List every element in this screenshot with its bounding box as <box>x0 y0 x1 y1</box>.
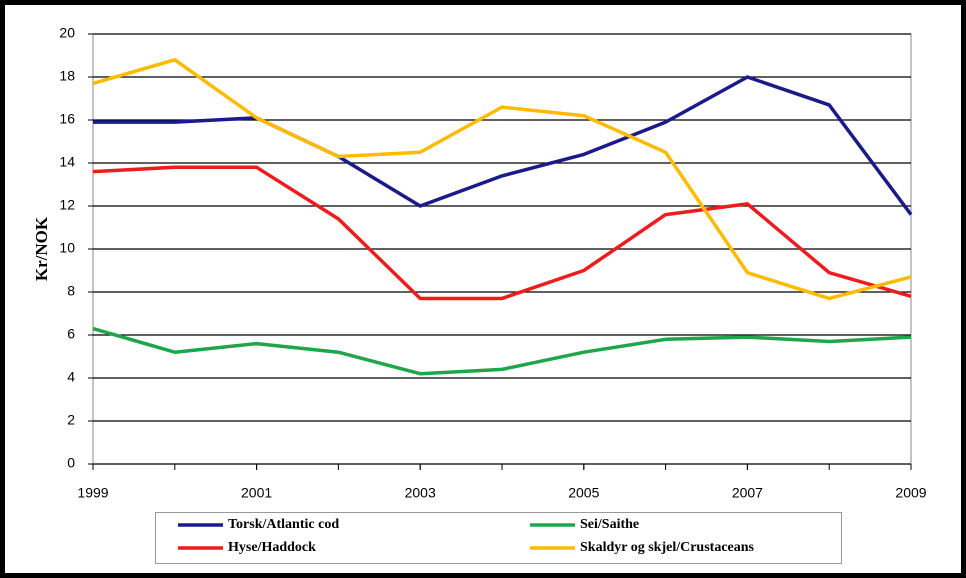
x-tick-label: 2003 <box>405 485 436 501</box>
x-tick-label: 1999 <box>77 485 108 501</box>
x-tick-label: 2005 <box>568 485 599 501</box>
y-tick-label: 18 <box>59 68 75 84</box>
y-tick-label: 16 <box>59 111 75 127</box>
y-tick-label: 6 <box>67 326 75 342</box>
legend-label: Torsk/Atlantic cod <box>228 517 339 532</box>
x-tick-label: 2009 <box>895 485 926 501</box>
legend-label: Sei/Saithe <box>580 517 639 532</box>
x-tick-label: 2001 <box>241 485 272 501</box>
y-tick-label: 4 <box>67 369 75 385</box>
y-axis-label: Kr/NOK <box>32 216 51 281</box>
legend-label: Hyse/Haddock <box>228 540 316 555</box>
y-tick-label: 0 <box>67 455 75 471</box>
series-line <box>92 58 912 301</box>
y-tick-label: 12 <box>59 197 75 213</box>
y-tick-label: 2 <box>67 412 75 428</box>
legend-label: Skaldyr og skjel/Crustaceans <box>580 540 755 555</box>
series-line <box>92 326 912 376</box>
y-tick-label: 8 <box>67 283 75 299</box>
series-line <box>93 75 913 216</box>
x-tick-label: 2007 <box>732 485 763 501</box>
y-tick-label: 14 <box>59 154 75 170</box>
y-tick-label: 10 <box>59 240 75 256</box>
y-tick-label: 20 <box>59 25 75 41</box>
series-line <box>92 165 912 301</box>
legend-box <box>155 512 842 564</box>
